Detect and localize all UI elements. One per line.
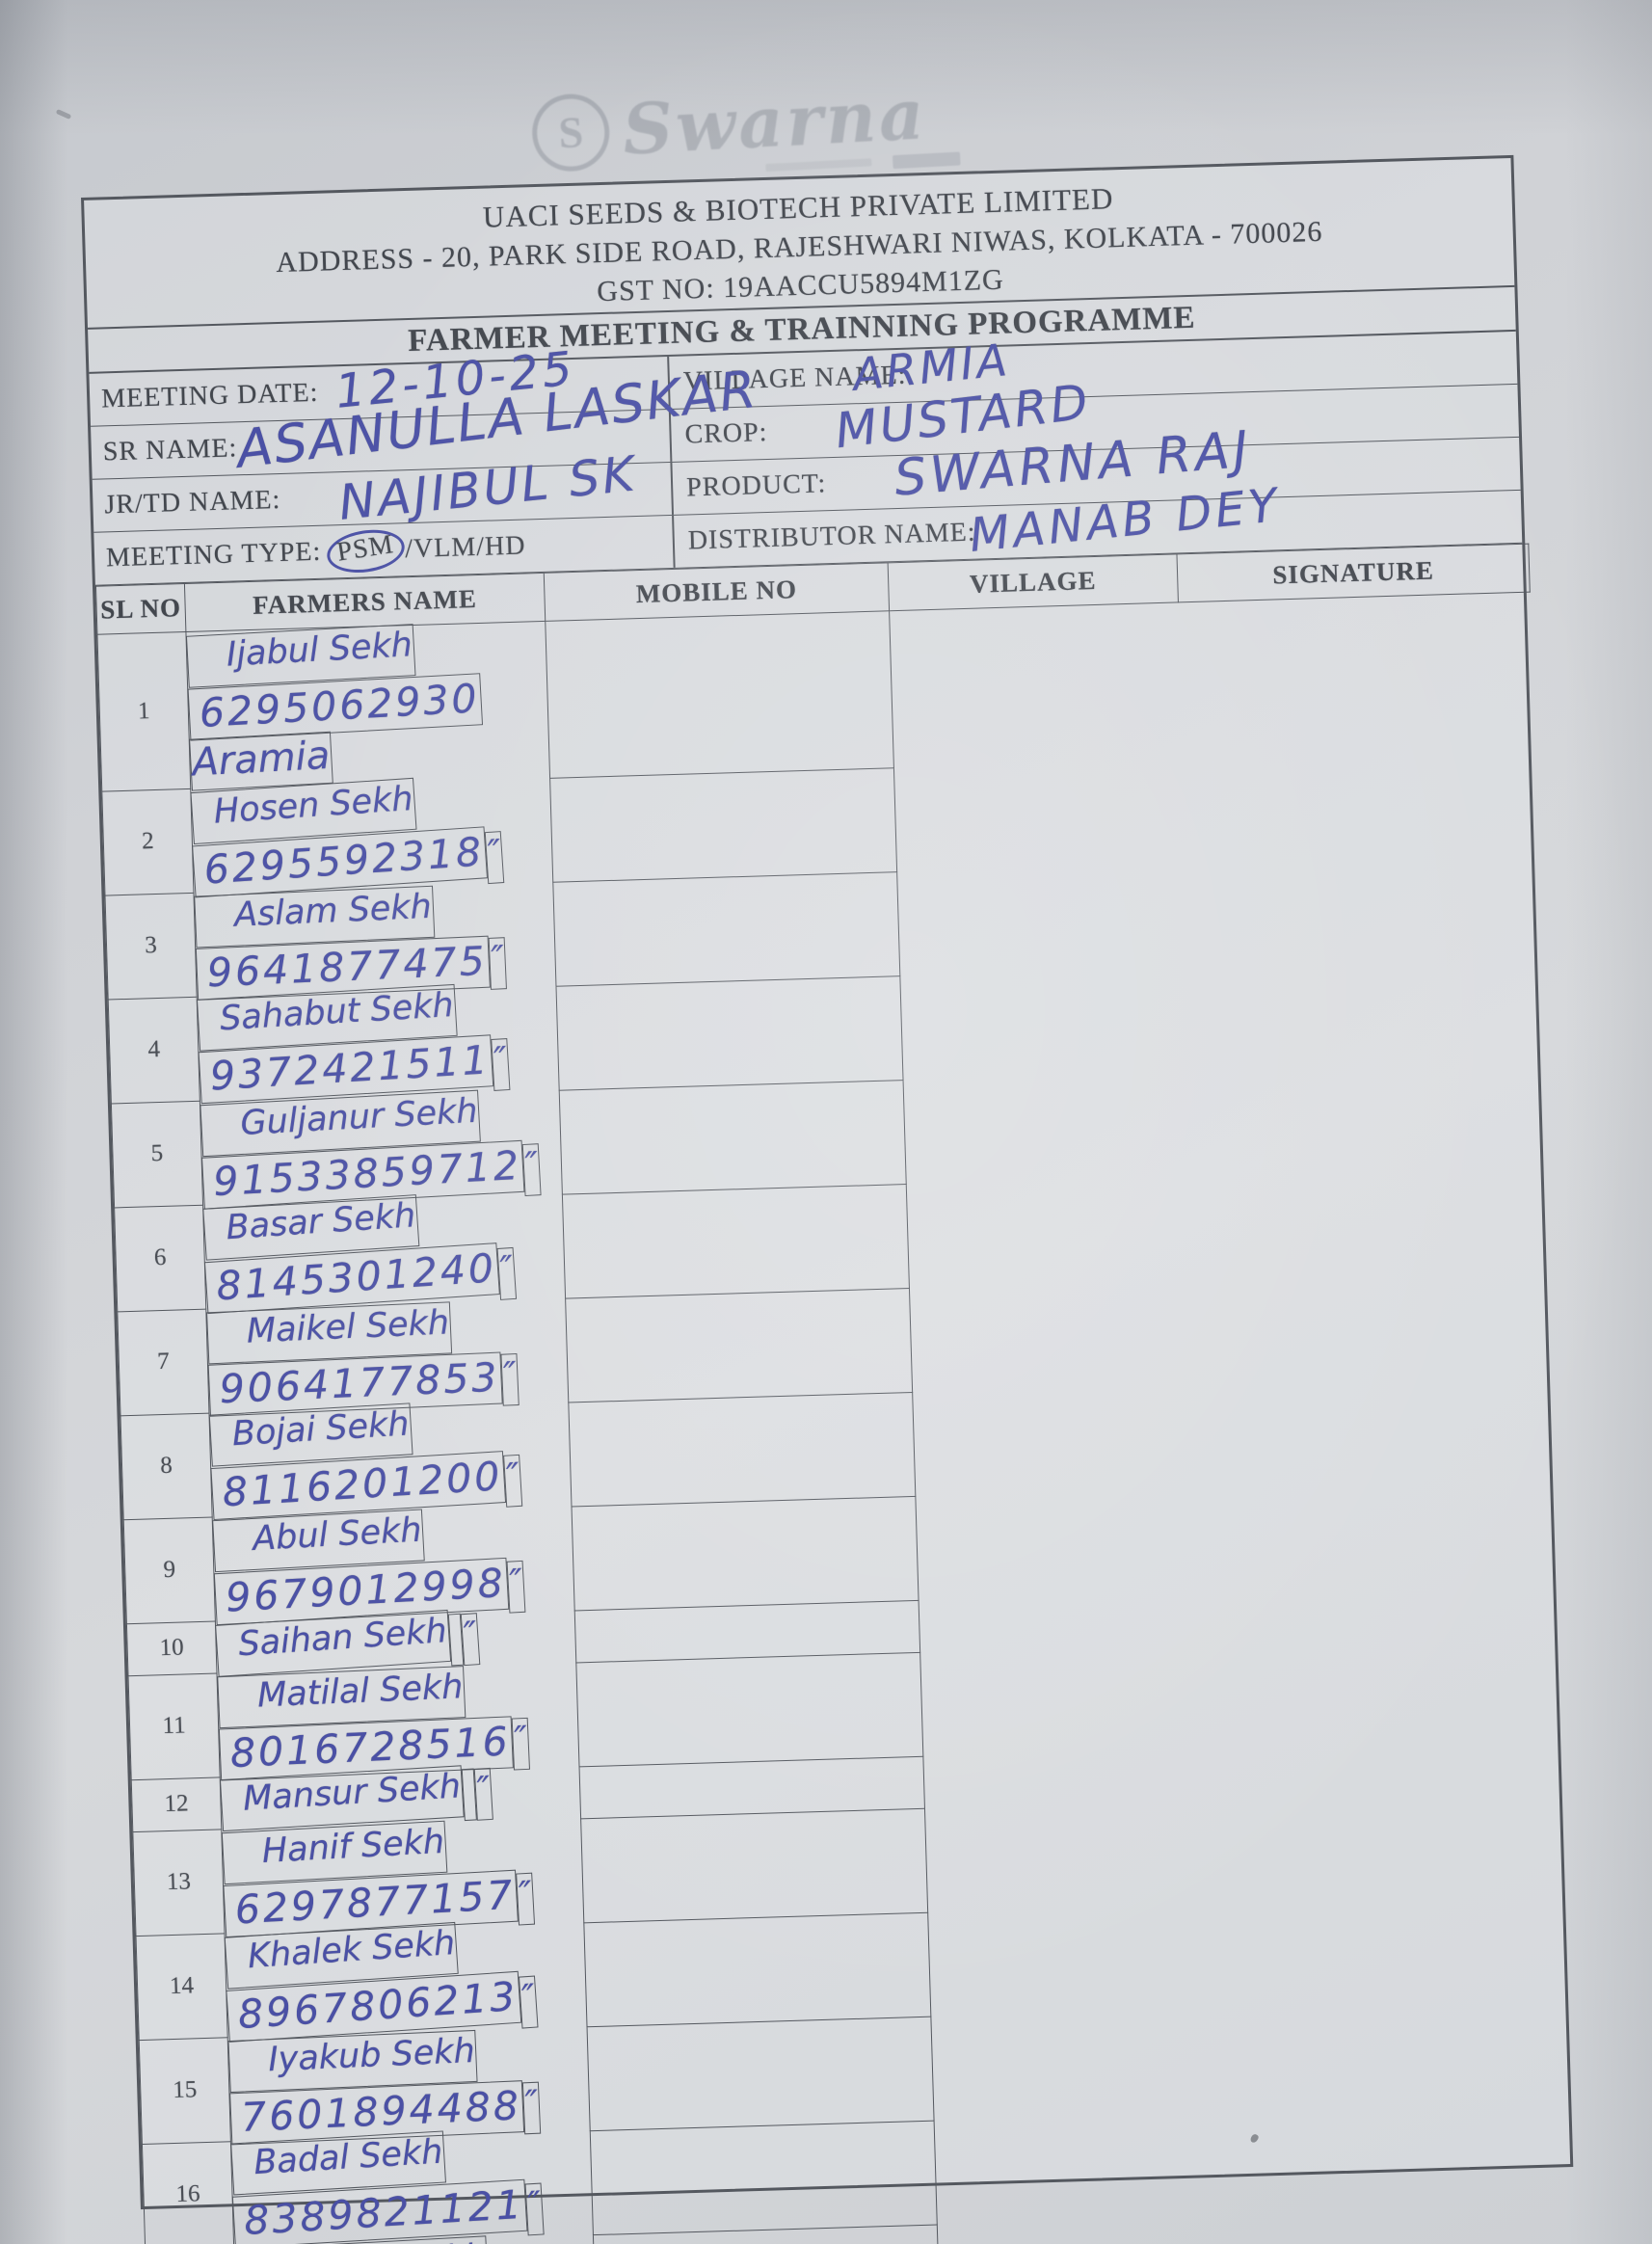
form-sheet: UACI SEEDS & BIOTECH PRIVATE LIMITED ADD…: [81, 154, 1574, 2244]
village-cell: ″: [488, 937, 508, 990]
village-cell: ″: [521, 2081, 542, 2135]
farmers-table: SL NO FARMERS NAME MOBILE NO VILLAGE SIG…: [95, 544, 1620, 2244]
sl-no-cell: 3: [104, 892, 198, 1000]
signature-cell: [552, 871, 900, 986]
meeting-type-options: /VLM/HD: [404, 530, 526, 565]
signature-cell: [580, 1807, 928, 1923]
swarna-logo: S Swarna: [530, 72, 961, 174]
signature-cell: [568, 1391, 916, 1507]
village-cell: ″: [502, 1454, 523, 1508]
signature-cell: [565, 1288, 913, 1402]
sl-no-cell: 5: [111, 1100, 203, 1208]
sl-no-cell: 12: [131, 1776, 222, 1832]
village-cell: ″: [506, 1560, 526, 1614]
col-header-signature: SIGNATURE: [1176, 544, 1531, 602]
swarna-logo-text: Swarna: [620, 72, 929, 171]
sl-no-cell: 13: [132, 1829, 225, 1937]
village-cell: ″: [524, 2182, 545, 2236]
sl-no-cell: 11: [128, 1672, 221, 1780]
sl-no-cell: 16: [142, 2141, 234, 2244]
village-cell: ″: [500, 1352, 520, 1406]
sl-no-cell: 1: [96, 631, 191, 791]
farmers-table-body: 1 Ijabul Sekh6295062930Aramia 2 Hosen Sekh6…: [96, 592, 1619, 2244]
signature-cell: [559, 1080, 907, 1194]
col-header-sl-no: SL NO: [95, 583, 186, 635]
product-label: PRODUCT:: [685, 468, 827, 503]
meeting-date-label: MEETING DATE:: [100, 377, 319, 414]
signature-cell: [575, 1651, 923, 1767]
jr-td-name-label: JR/TD NAME:: [104, 484, 281, 521]
sl-no-cell: 15: [139, 2037, 231, 2145]
col-header-village: VILLAGE: [888, 553, 1179, 611]
signature-cell: [587, 2016, 935, 2131]
swarna-logo-s-icon: S: [530, 92, 612, 174]
village-cell: ″: [511, 1717, 531, 1771]
signature-cell: [562, 1184, 910, 1298]
sl-no-cell: 8: [120, 1412, 213, 1520]
sl-no-cell: 6: [114, 1204, 206, 1312]
meeting-type-label: MEETING TYPE:: [105, 536, 322, 574]
village-cell: ″: [518, 1975, 539, 2029]
meeting-info-section: MEETING DATE: VILLAGE NAME: SR NAME: CRO…: [89, 331, 1523, 586]
signature-cell: [583, 1911, 931, 2027]
village-cell: ″: [521, 1143, 543, 1196]
village-cell: ″: [484, 831, 505, 885]
distributor-name-label: DISTRIBUTOR NAME:: [687, 517, 977, 556]
sl-no-cell: 9: [123, 1516, 216, 1624]
signature-cell: [571, 1495, 919, 1611]
logo-tagline-blur: [892, 151, 961, 170]
sl-no-cell: 7: [117, 1308, 209, 1416]
meeting-type-circled-psm: PSM: [324, 524, 409, 577]
signature-cell: [549, 767, 897, 882]
smudge-mark: [55, 108, 72, 120]
sl-no-cell: 14: [136, 1933, 228, 2041]
signature-cell: [590, 2120, 938, 2235]
village-cell: ″: [496, 1246, 518, 1300]
sl-no-cell: 4: [108, 996, 200, 1104]
sl-no-cell: 2: [101, 788, 194, 895]
sr-name-label: SR NAME:: [102, 433, 238, 468]
signature-cell: [545, 610, 894, 778]
village-cell: Aramia: [189, 731, 333, 791]
village-cell: ″: [460, 1613, 481, 1667]
signature-cell: [555, 975, 904, 1090]
village-cell: ″: [491, 1038, 511, 1091]
sl-no-cell: 10: [126, 1620, 217, 1676]
village-cell: ″: [516, 1872, 536, 1926]
village-cell: ″: [473, 1767, 494, 1821]
